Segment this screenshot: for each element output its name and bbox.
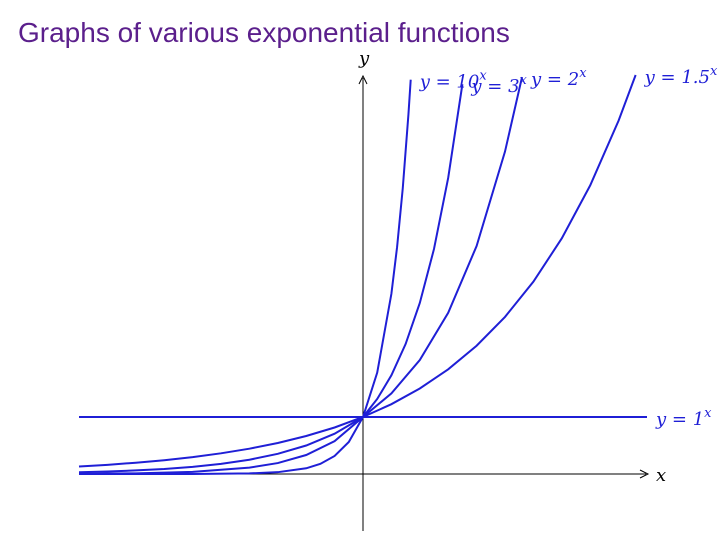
x-axis-label: x <box>656 465 666 486</box>
curve-label-exponent: x <box>704 406 712 421</box>
slide-title: Graphs of various exponential functions <box>18 17 510 48</box>
curve-label: y = 2x <box>530 66 587 90</box>
curve-label-base: y = 3 <box>470 76 519 97</box>
curve-label-base: y = 1.5 <box>644 67 710 88</box>
curve-label-exponent: x <box>710 64 718 79</box>
curve-label-base: y = 10 <box>419 72 480 93</box>
curve-label: y = 10x <box>419 69 488 93</box>
curve-label-base: y = 2 <box>530 69 579 90</box>
curve <box>78 74 637 468</box>
curve-label-base: y = 1 <box>655 409 704 430</box>
curve <box>78 76 524 474</box>
curve-label: y = 1.5x <box>644 64 718 88</box>
curve <box>78 79 412 475</box>
curve-label: y = 1x <box>655 406 712 430</box>
curve-label: y = 3x <box>470 73 527 97</box>
curve <box>78 84 464 475</box>
x-axis-arrow <box>639 469 650 479</box>
curve-label-exponent: x <box>479 69 487 84</box>
curve-label-exponent: x <box>520 73 528 88</box>
curve-label-exponent: x <box>579 66 587 81</box>
y-axis-label: y <box>358 48 370 69</box>
y-axis-arrow <box>358 74 368 85</box>
